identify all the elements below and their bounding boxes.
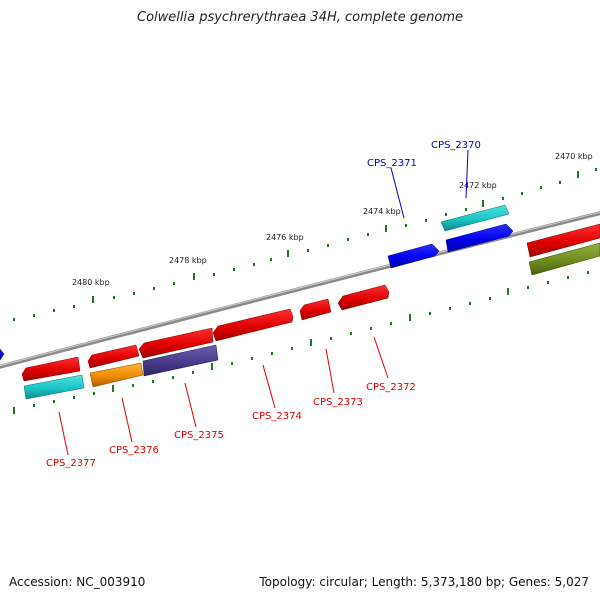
- accession-text: Accession: NC_003910: [9, 575, 146, 589]
- tick-label-2476: 2476 kbp: [266, 233, 304, 242]
- genome-summary-text: Topology: circular; Length: 5,373,180 bp…: [259, 575, 589, 589]
- map-title: Colwellia psychrerythraea 34H, complete …: [137, 10, 463, 25]
- gene-label-cps-2375[interactable]: CPS_2375: [174, 430, 224, 441]
- tick-label-2470: 2470 kbp: [555, 152, 593, 161]
- genome-backbone: [0, 211, 600, 369]
- gene-label-cps-2372[interactable]: CPS_2372: [366, 382, 416, 393]
- lower-tick-ruler: [13, 271, 589, 414]
- tick-label-2472: 2472 kbp: [459, 181, 497, 190]
- feature-red-right-edge[interactable]: [526, 223, 600, 258]
- genome-backbone-highlight: [0, 211, 600, 367]
- feature-blue-left-edge[interactable]: [0, 348, 5, 361]
- gene-label-cps-2373[interactable]: CPS_2373: [313, 397, 363, 408]
- gene-label-cps-2377[interactable]: CPS_2377: [46, 458, 96, 469]
- gene-label-cps-2376[interactable]: CPS_2376: [109, 445, 159, 456]
- feature-cps-2377[interactable]: [21, 356, 81, 382]
- feature-cyan-left[interactable]: [23, 374, 85, 400]
- tick-label-2478: 2478 kbp: [169, 256, 207, 265]
- feature-olive-right-edge[interactable]: [528, 242, 600, 276]
- feature-cps-2373[interactable]: [299, 298, 332, 321]
- tick-label-2474: 2474 kbp: [363, 207, 401, 216]
- gene-label-cps-2374[interactable]: CPS_2374: [252, 411, 302, 422]
- feature-cps-2370[interactable]: [440, 204, 510, 232]
- tick-label-2480: 2480 kbp: [72, 278, 110, 287]
- feature-cps-2376[interactable]: [89, 362, 144, 388]
- callout-lines: [58, 149, 469, 456]
- feature-cps-2376-red[interactable]: [87, 344, 140, 369]
- gene-label-cps-2371[interactable]: CPS_2371: [367, 158, 417, 169]
- gene-label-cps-2370[interactable]: CPS_2370: [431, 140, 481, 151]
- feature-cps-2375[interactable]: [142, 344, 219, 377]
- feature-cps-2372[interactable]: [337, 284, 390, 311]
- feature-cps-2374[interactable]: [212, 308, 294, 342]
- feature-cps-2375-red[interactable]: [138, 327, 214, 359]
- feature-blue-upper-right[interactable]: [445, 223, 514, 253]
- upper-tick-ruler: [13, 168, 597, 321]
- feature-cps-2371[interactable]: [387, 243, 440, 269]
